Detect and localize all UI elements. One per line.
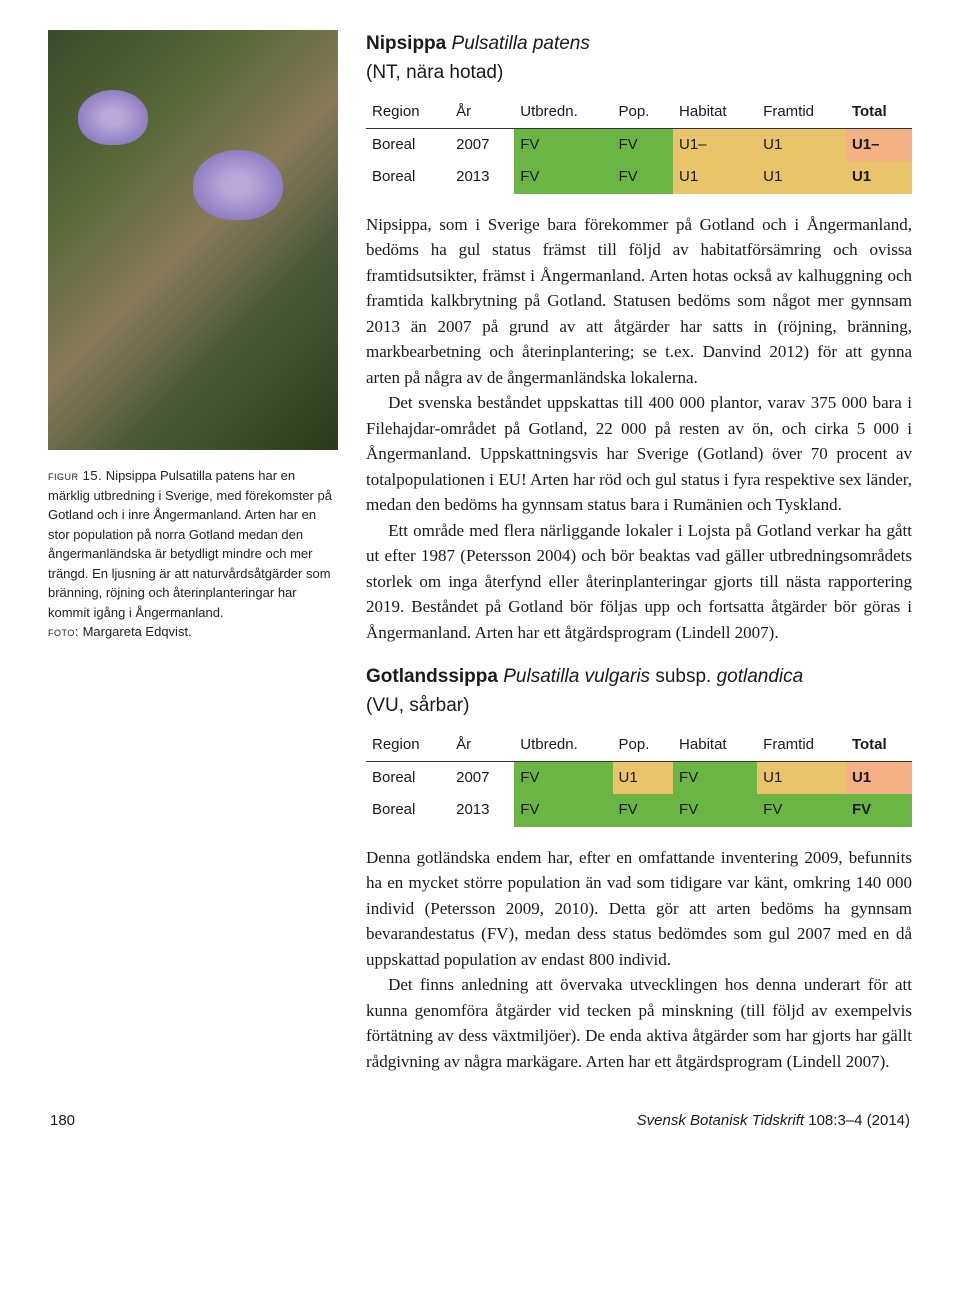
status-table-1: RegionÅrUtbredn.Pop.HabitatFramtidTotalB… [366, 97, 912, 194]
page-number: 180 [50, 1110, 75, 1133]
table-row: Boreal2013FVFVU1U1U1 [366, 161, 912, 194]
table-header: Total [846, 97, 912, 128]
page-footer: 180 Svensk Botanisk Tidskrift 108:3–4 (2… [48, 1110, 912, 1133]
species-heading-1: Nipsippa Pulsatilla patens (NT, nära hot… [366, 30, 912, 87]
table-row: Boreal2013FVFVFVFVFV [366, 794, 912, 827]
table-header: Utbredn. [514, 97, 612, 128]
table-header: Habitat [673, 97, 757, 128]
photo-credit-label: foto: [48, 624, 79, 639]
table-header: Region [366, 97, 450, 128]
table-header: Region [366, 730, 450, 761]
table-row: Boreal2007FVFVU1–U1U1– [366, 128, 912, 161]
table-row: Boreal2007FVU1FVU1U1 [366, 761, 912, 794]
body-text-1: Nipsippa, som i Sverige bara förekommer … [366, 212, 912, 646]
status-table-2: RegionÅrUtbredn.Pop.HabitatFramtidTotalB… [366, 730, 912, 827]
photo-credit: Margareta Edqvist. [79, 624, 192, 639]
table-header: Habitat [673, 730, 757, 761]
table-header: Utbredn. [514, 730, 612, 761]
table-header: Pop. [613, 730, 674, 761]
table-header: Framtid [757, 730, 846, 761]
table-header: År [450, 97, 514, 128]
table-header: Total [846, 730, 912, 761]
table-header: År [450, 730, 514, 761]
figure-caption: figur 15. Nipsippa Pulsatilla patens har… [48, 466, 338, 642]
table-header: Pop. [613, 97, 674, 128]
figure-label: figur 15. [48, 468, 102, 483]
species-heading-2: Gotlandssippa Pulsatilla vulgaris subsp.… [366, 663, 912, 720]
journal-citation: Svensk Botanisk Tidskrift 108:3–4 (2014) [637, 1110, 910, 1133]
body-text-2: Denna gotländska endem har, efter en omf… [366, 845, 912, 1075]
species-photo [48, 30, 338, 450]
table-header: Framtid [757, 97, 846, 128]
